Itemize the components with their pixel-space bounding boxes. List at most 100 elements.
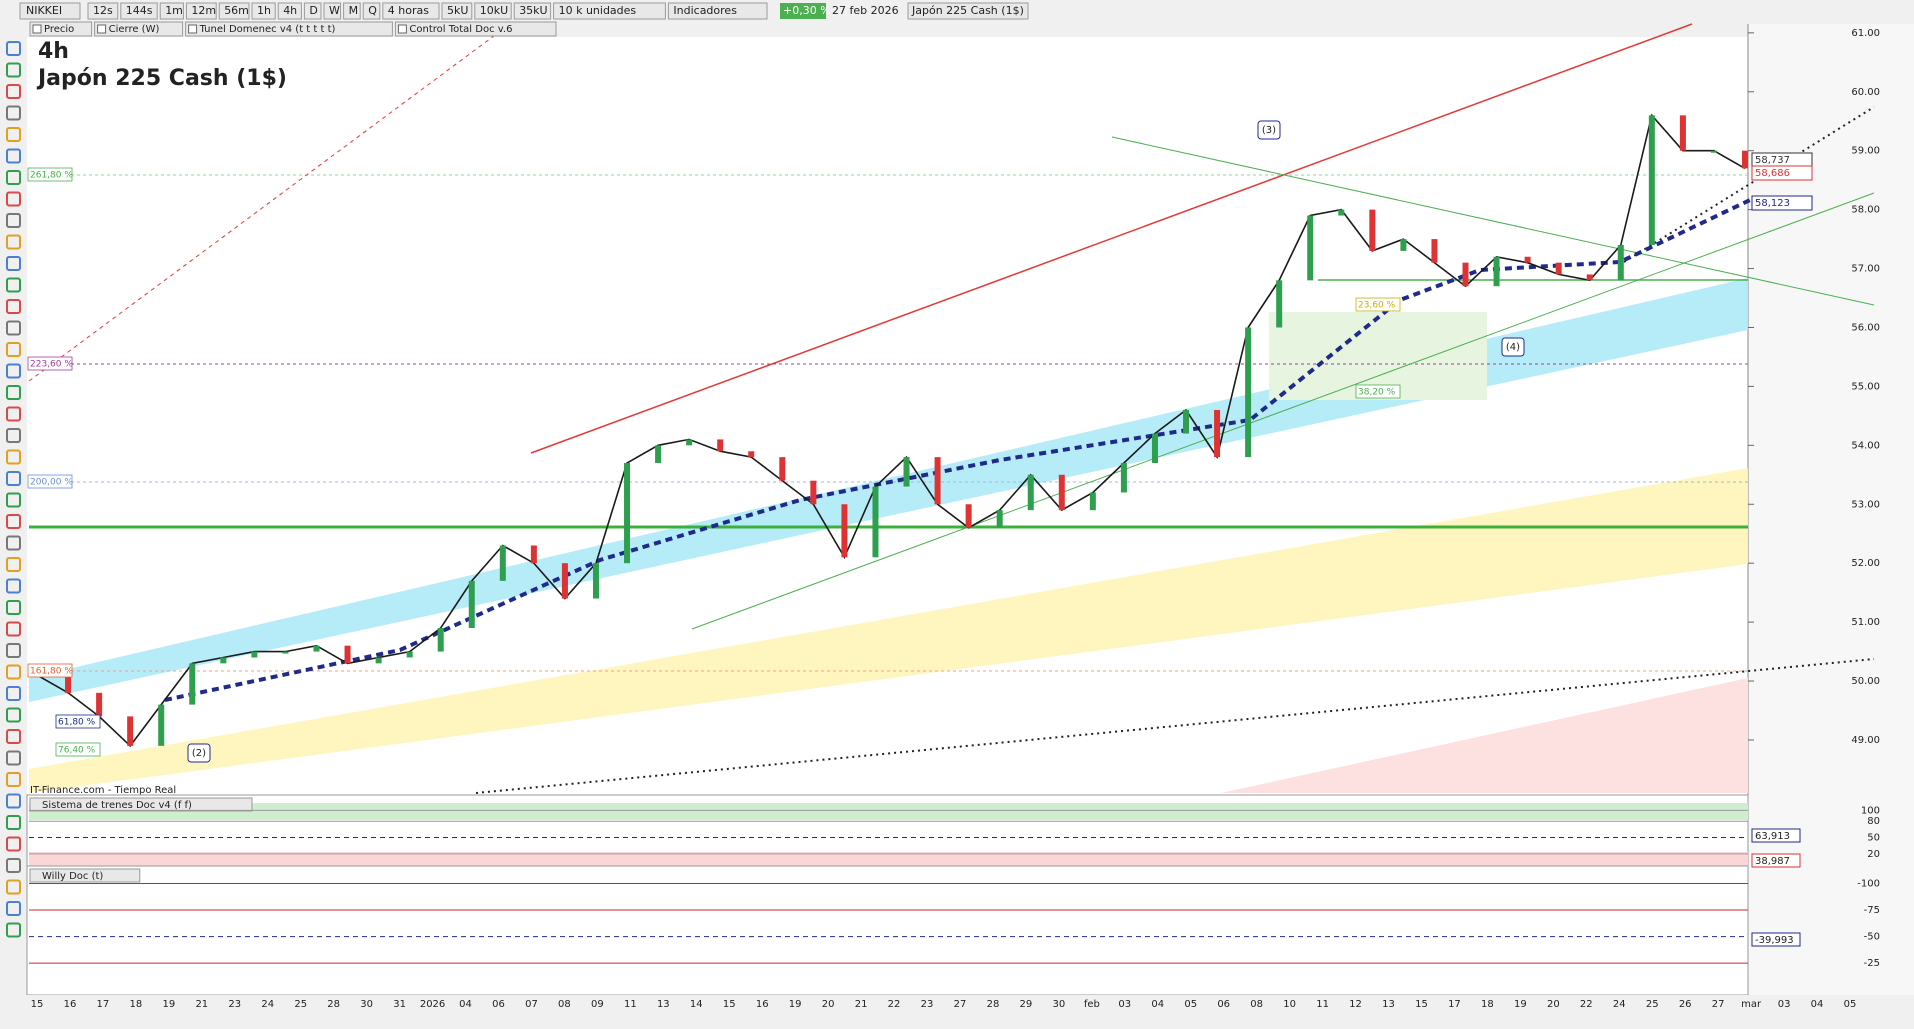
tool-icon[interactable] bbox=[6, 449, 21, 465]
tool-icon[interactable] bbox=[6, 342, 21, 357]
tool-icon[interactable] bbox=[6, 557, 21, 572]
candle bbox=[1710, 150, 1717, 153]
candle bbox=[1400, 239, 1407, 251]
tool-icon[interactable] bbox=[6, 213, 21, 228]
tool-icon[interactable] bbox=[6, 729, 21, 744]
toolbar-button[interactable] bbox=[323, 2, 342, 20]
x-tick-label: 30 bbox=[360, 999, 373, 1010]
toolbar-button[interactable] bbox=[513, 2, 552, 20]
toolbar-label: 12m bbox=[191, 4, 216, 17]
tool-icon[interactable] bbox=[6, 320, 21, 336]
toolbar-button[interactable] bbox=[185, 2, 217, 20]
toolbar-label: W bbox=[329, 4, 340, 17]
tool-icon[interactable] bbox=[6, 793, 21, 809]
checkbox[interactable] bbox=[397, 24, 407, 34]
toolbar-button[interactable] bbox=[667, 2, 768, 20]
toolbar-button[interactable] bbox=[218, 2, 250, 20]
tool-icon[interactable] bbox=[6, 191, 21, 207]
tool-icon[interactable] bbox=[6, 879, 21, 895]
candle bbox=[1307, 215, 1314, 281]
candle bbox=[1183, 409, 1190, 434]
tool-icon[interactable] bbox=[6, 535, 21, 551]
tool-icon[interactable] bbox=[6, 299, 21, 314]
price-tag bbox=[1751, 165, 1813, 181]
panel-tick-label: 50 bbox=[1867, 833, 1880, 844]
candle bbox=[1431, 239, 1438, 263]
tool-icon[interactable] bbox=[6, 664, 21, 680]
panel-header[interactable] bbox=[29, 868, 141, 883]
tool-icon[interactable] bbox=[6, 750, 21, 766]
tool-icon[interactable] bbox=[6, 170, 21, 185]
tool-icon[interactable] bbox=[6, 84, 21, 99]
tool-icon[interactable] bbox=[6, 62, 21, 78]
tool-icon[interactable] bbox=[6, 836, 21, 852]
checkbox[interactable] bbox=[188, 24, 198, 34]
symbol: NIKKEI bbox=[26, 4, 62, 17]
tool-icon[interactable] bbox=[6, 127, 21, 142]
tool-icon[interactable] bbox=[6, 578, 21, 594]
tool-icon[interactable] bbox=[6, 234, 21, 250]
tool-icon[interactable] bbox=[6, 815, 21, 830]
toolbar-button[interactable] bbox=[120, 2, 158, 20]
tool-icon[interactable] bbox=[6, 41, 21, 56]
toolbar-button[interactable] bbox=[362, 2, 381, 20]
checkbox[interactable] bbox=[32, 24, 42, 34]
tool-icon[interactable] bbox=[6, 858, 21, 873]
toolbar-button[interactable] bbox=[159, 2, 184, 20]
tool-icon[interactable] bbox=[6, 922, 21, 938]
panel-2 bbox=[26, 865, 1749, 996]
tool-icon[interactable] bbox=[6, 600, 21, 615]
toolbar-button[interactable] bbox=[474, 2, 512, 20]
toolbar-label: 144s bbox=[126, 4, 153, 17]
overlay-toggle[interactable] bbox=[185, 21, 393, 37]
toolbar-button[interactable] bbox=[382, 2, 440, 20]
toolbar-button[interactable] bbox=[441, 2, 473, 20]
tool-icon[interactable] bbox=[6, 428, 21, 443]
toolbar-button[interactable] bbox=[303, 2, 322, 20]
checkbox[interactable] bbox=[97, 24, 107, 34]
tool-icon[interactable] bbox=[6, 148, 21, 164]
instrument-box[interactable] bbox=[907, 2, 1029, 20]
toolbar-button[interactable] bbox=[553, 2, 666, 20]
candle bbox=[1245, 327, 1252, 458]
overlay-toggle[interactable] bbox=[29, 21, 93, 37]
toolbar-label: 10kU bbox=[480, 4, 508, 17]
y-tick-label: 59.00 bbox=[1851, 146, 1880, 157]
tool-icon[interactable] bbox=[6, 901, 21, 916]
candle bbox=[1338, 209, 1345, 216]
tool-icon[interactable] bbox=[6, 707, 21, 723]
candle bbox=[1120, 463, 1127, 493]
tool-icon[interactable] bbox=[6, 256, 21, 271]
tool-icon[interactable] bbox=[6, 363, 21, 379]
tool-icon[interactable] bbox=[6, 621, 21, 637]
tool-icon[interactable] bbox=[6, 514, 21, 529]
tool-icon[interactable] bbox=[6, 385, 21, 400]
overlay-toggle[interactable] bbox=[394, 21, 557, 37]
tool-icon[interactable] bbox=[6, 686, 21, 701]
fib-label: 38,20 % bbox=[1358, 388, 1396, 398]
overlay-toggle[interactable] bbox=[94, 21, 184, 37]
toolbar-button[interactable] bbox=[277, 2, 302, 20]
fib-box bbox=[55, 714, 101, 729]
tool-icon[interactable] bbox=[6, 406, 21, 422]
panel-value: -39,993 bbox=[1755, 935, 1794, 946]
tool-icon[interactable] bbox=[6, 471, 21, 486]
tool-icon[interactable] bbox=[6, 492, 21, 508]
panel-tick-label: -50 bbox=[1864, 932, 1880, 943]
toolbar-button[interactable] bbox=[343, 2, 361, 20]
candle bbox=[220, 657, 227, 664]
y-tick-label: 57.00 bbox=[1851, 264, 1880, 275]
dropdown[interactable] bbox=[19, 2, 81, 20]
toolbar-button[interactable] bbox=[87, 2, 119, 20]
candle bbox=[1555, 262, 1562, 275]
price-line bbox=[36, 113, 1746, 748]
tool-icon[interactable] bbox=[6, 772, 21, 787]
tool-icon[interactable] bbox=[6, 277, 21, 293]
price-tag-label: 58,686 bbox=[1755, 168, 1790, 179]
toolbar-button[interactable] bbox=[251, 2, 276, 20]
tool-icon[interactable] bbox=[6, 105, 21, 121]
tool-icon[interactable] bbox=[6, 643, 21, 658]
x-tick-label: 15 bbox=[1415, 999, 1428, 1010]
panel-header[interactable] bbox=[29, 797, 253, 812]
